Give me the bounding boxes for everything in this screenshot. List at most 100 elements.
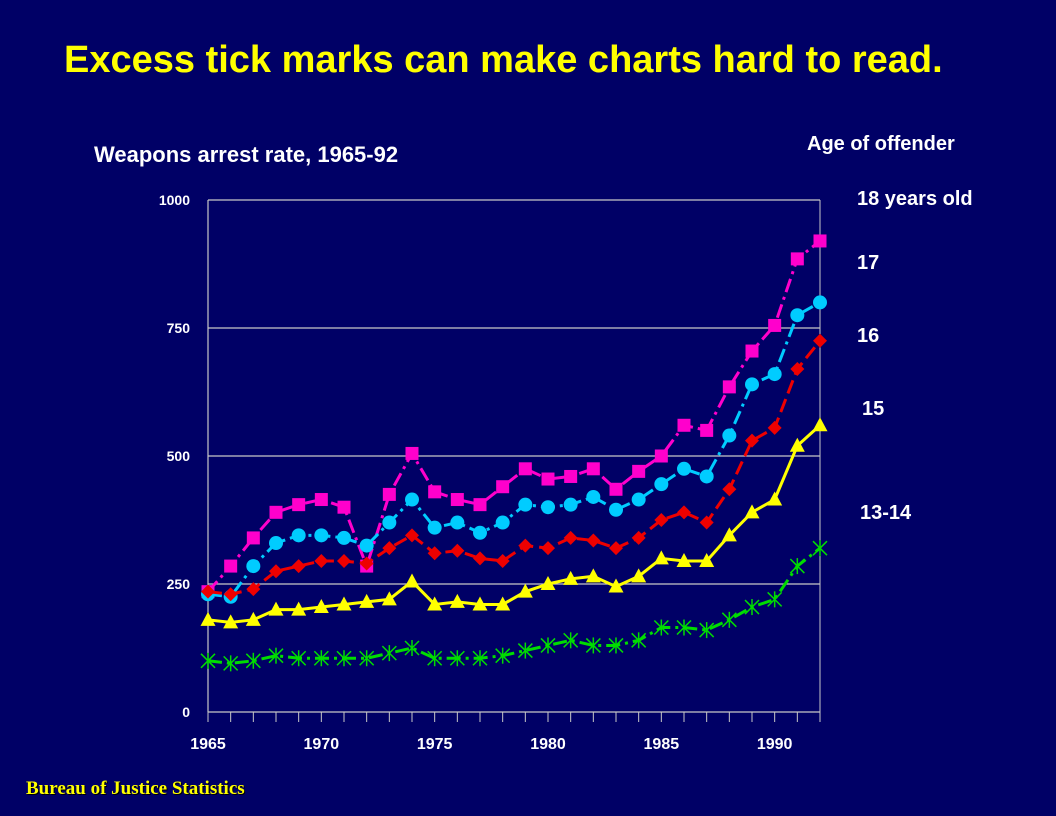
data-point — [813, 295, 827, 310]
data-point — [564, 469, 578, 483]
data-point — [405, 528, 419, 543]
data-point — [269, 564, 283, 579]
legend-title: Age of offender — [807, 133, 955, 155]
data-point — [359, 593, 375, 608]
legend-label-16: 16 — [857, 325, 880, 347]
data-point — [609, 502, 623, 517]
data-point — [359, 538, 374, 553]
data-point — [291, 650, 307, 667]
data-point — [790, 361, 805, 376]
data-point — [427, 520, 442, 535]
x-tick-label: 1980 — [530, 736, 566, 753]
data-point — [700, 423, 714, 437]
data-point — [790, 252, 804, 266]
data-point — [745, 377, 759, 392]
data-point — [585, 568, 601, 583]
data-point — [245, 652, 261, 669]
data-point — [337, 530, 351, 545]
data-point — [812, 540, 828, 557]
data-point — [496, 480, 510, 494]
data-point — [767, 420, 782, 435]
data-point — [359, 556, 374, 571]
data-point — [427, 650, 443, 667]
legend-label-13-14: 13-14 — [860, 502, 912, 524]
data-point — [269, 505, 283, 519]
x-tick-label: 1965 — [190, 736, 226, 753]
series-line — [207, 301, 821, 599]
data-point — [767, 491, 783, 506]
data-point — [608, 637, 624, 654]
y-tick-label: 0 — [182, 704, 190, 720]
data-point — [745, 433, 759, 448]
data-point — [653, 619, 669, 636]
data-point — [359, 650, 375, 667]
legend-label-18: 18 years old — [857, 188, 973, 210]
data-point — [540, 576, 556, 590]
data-point — [246, 531, 260, 545]
data-point — [768, 318, 782, 332]
data-point — [313, 650, 329, 667]
data-point — [563, 632, 579, 649]
data-point — [677, 461, 691, 476]
data-point — [450, 493, 464, 507]
data-point — [608, 578, 624, 593]
data-point — [517, 583, 533, 598]
data-point — [541, 500, 555, 515]
data-point — [404, 640, 420, 656]
data-point — [563, 497, 578, 512]
data-point — [314, 528, 329, 543]
data-point — [518, 497, 533, 512]
data-point — [428, 485, 442, 499]
series-line — [207, 339, 822, 596]
data-point — [721, 527, 737, 542]
data-point — [337, 553, 351, 568]
data-point — [540, 637, 556, 654]
data-point — [291, 559, 306, 574]
x-tick-label: 1970 — [304, 736, 340, 753]
data-point — [336, 650, 352, 667]
data-point — [495, 596, 511, 611]
data-point — [699, 515, 714, 530]
data-point — [721, 611, 737, 628]
y-tick-label: 500 — [167, 448, 191, 464]
data-point — [473, 525, 487, 540]
data-point — [699, 469, 714, 484]
series-line — [207, 424, 822, 624]
data-point — [518, 538, 533, 553]
data-point — [381, 645, 397, 662]
data-point — [427, 596, 443, 611]
series-line — [207, 546, 821, 665]
data-point — [699, 622, 715, 639]
data-point — [223, 655, 239, 672]
data-point — [291, 528, 306, 543]
data-point — [314, 493, 328, 507]
data-point — [450, 515, 465, 530]
data-point — [269, 536, 283, 551]
data-point — [699, 552, 715, 567]
data-point — [495, 647, 511, 664]
data-point — [722, 428, 737, 443]
data-point — [654, 449, 668, 463]
data-point — [813, 234, 827, 248]
data-point — [677, 505, 691, 520]
data-point — [246, 559, 261, 574]
data-point — [404, 573, 420, 588]
data-point — [472, 596, 488, 611]
y-tick-label: 250 — [167, 576, 191, 592]
data-point — [336, 596, 352, 611]
legend-label-15: 15 — [862, 398, 885, 420]
data-point — [337, 500, 351, 514]
data-point — [744, 599, 760, 616]
data-point — [449, 650, 465, 667]
data-point — [653, 550, 669, 565]
y-tick-label: 750 — [167, 320, 191, 336]
x-tick-label: 1975 — [417, 736, 453, 753]
data-point — [722, 482, 737, 497]
data-point — [631, 632, 647, 649]
x-tick-label: 1985 — [644, 736, 680, 753]
data-point — [586, 462, 600, 476]
data-point — [405, 446, 419, 460]
data-point — [654, 477, 669, 492]
data-point — [813, 333, 827, 348]
data-point — [722, 380, 736, 394]
